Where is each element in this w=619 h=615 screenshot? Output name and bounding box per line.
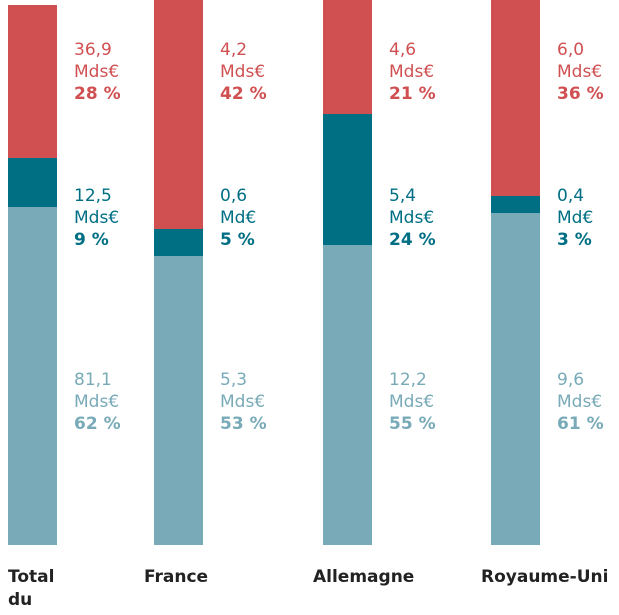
amount-label: 36,9 Mds€: [74, 40, 120, 82]
amount-label: 12,5 Mds€: [74, 186, 120, 228]
amount-label: 12,2 Mds€: [389, 370, 435, 412]
percent-label: 62 %: [74, 414, 121, 434]
bar-segment: [154, 0, 203, 229]
amount-label: 9,6 Mds€: [557, 370, 603, 412]
amount-label: 0,4 Md€: [557, 186, 594, 228]
segment-label: 6,0 Mds€ 36 %: [557, 39, 615, 105]
segment-label: 81,1 Mds€ 62 %: [74, 369, 132, 435]
segment-label: 4,6 Mds€ 21 %: [389, 39, 447, 105]
bar-segment: [154, 256, 203, 545]
bar-segment: [491, 212, 540, 545]
bar-segment: [8, 158, 57, 208]
bar-segment: [8, 5, 57, 159]
percent-label: 3 %: [557, 230, 592, 250]
segment-label: 5,4 Mds€ 24 %: [389, 185, 447, 251]
category-label: Allemagne: [313, 567, 415, 587]
bar-segment: [323, 0, 372, 115]
segment-label: 12,2 Mds€ 55 %: [389, 369, 447, 435]
segment-label: 36,9 Mds€ 28 %: [74, 39, 132, 105]
percent-label: 24 %: [389, 230, 436, 250]
category-label: Total du CAD: [8, 567, 55, 615]
amount-label: 4,6 Mds€: [389, 40, 435, 82]
segment-label: 4,2 Mds€ 42 %: [220, 39, 278, 105]
percent-label: 21 %: [389, 84, 436, 104]
category-label: Royaume-Uni: [481, 567, 609, 587]
percent-label: 55 %: [389, 414, 436, 434]
amount-label: 4,2 Mds€: [220, 40, 266, 82]
percent-label: 61 %: [557, 414, 604, 434]
bar-segment: [491, 196, 540, 213]
amount-label: 5,3 Mds€: [220, 370, 266, 412]
segment-label: 12,5 Mds€ 9 %: [74, 185, 132, 251]
amount-label: 5,4 Mds€: [389, 186, 435, 228]
percent-label: 9 %: [74, 230, 109, 250]
amount-label: 81,1 Mds€: [74, 370, 120, 412]
percent-label: 28 %: [74, 84, 121, 104]
bar-segment: [154, 228, 203, 257]
amount-label: 6,0 Mds€: [557, 40, 603, 82]
segment-label: 9,6 Mds€ 61 %: [557, 369, 615, 435]
category-label: France: [144, 567, 209, 587]
amount-label: 0,6 Md€: [220, 186, 257, 228]
percent-label: 5 %: [220, 230, 255, 250]
percent-label: 42 %: [220, 84, 267, 104]
bar-segment: [323, 245, 372, 545]
bar-segment: [491, 0, 540, 197]
percent-label: 53 %: [220, 414, 267, 434]
segment-label: 0,4 Md€ 3 %: [557, 185, 615, 251]
percent-label: 36 %: [557, 84, 604, 104]
segment-label: 5,3 Mds€ 53 %: [220, 369, 278, 435]
bar-segment: [323, 114, 372, 246]
bar-segment: [8, 207, 57, 545]
segment-label: 0,6 Md€ 5 %: [220, 185, 278, 251]
